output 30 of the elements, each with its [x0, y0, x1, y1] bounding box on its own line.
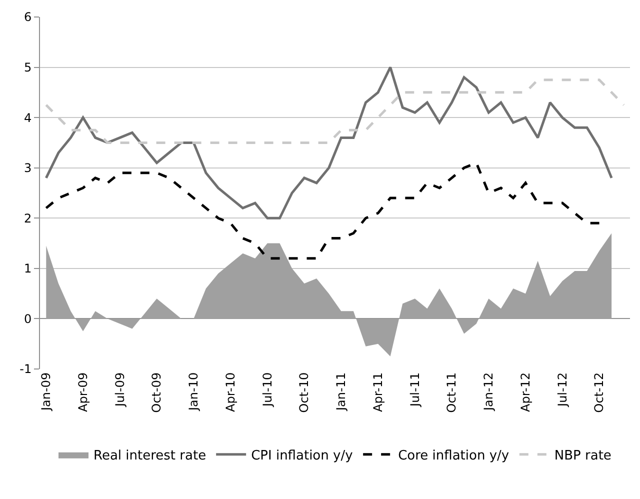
x-tick-label: Jul-11: [408, 372, 422, 408]
y-tick-label: 0: [24, 312, 32, 326]
x-tick-label: Oct-12: [592, 372, 606, 413]
y-tick-label: -1: [20, 362, 32, 376]
x-tick-label: Oct-09: [150, 372, 164, 413]
legend-label: CPI inflation y/y: [251, 448, 354, 464]
legend-label: NBP rate: [554, 448, 612, 464]
x-tick-label: Apr-12: [518, 372, 532, 412]
legend-label: Core inflation y/y: [398, 448, 510, 464]
y-tick-label: 3: [24, 161, 32, 176]
x-tick-label: Apr-11: [370, 372, 385, 412]
x-tick-label: Jan-10: [186, 372, 201, 412]
x-tick-label: Apr-09: [76, 372, 90, 412]
x-tick-label: Jul-09: [112, 372, 127, 408]
x-tick-label: Jan-09: [39, 372, 54, 412]
x-tick-label: Oct-11: [444, 372, 459, 413]
x-tick-label: Apr-10: [223, 372, 238, 412]
line-series: [44, 162, 601, 260]
y-tick-label: 2: [24, 211, 32, 226]
y-tick-label: 4: [24, 110, 32, 125]
x-tick-label: Oct-10: [297, 372, 312, 413]
legend-label: Real interest rate: [94, 448, 206, 464]
y-tick-label: 5: [24, 60, 32, 74]
y-tick-label: 6: [24, 10, 32, 24]
x-tick-label: Jan-11: [334, 372, 348, 412]
x-tick-label: Jul-10: [260, 372, 274, 408]
x-tick-label: Jan-12: [482, 372, 496, 412]
line-series: [44, 66, 613, 220]
y-tick-label: 1: [24, 262, 32, 276]
x-tick-label: Jul-12: [555, 372, 570, 408]
